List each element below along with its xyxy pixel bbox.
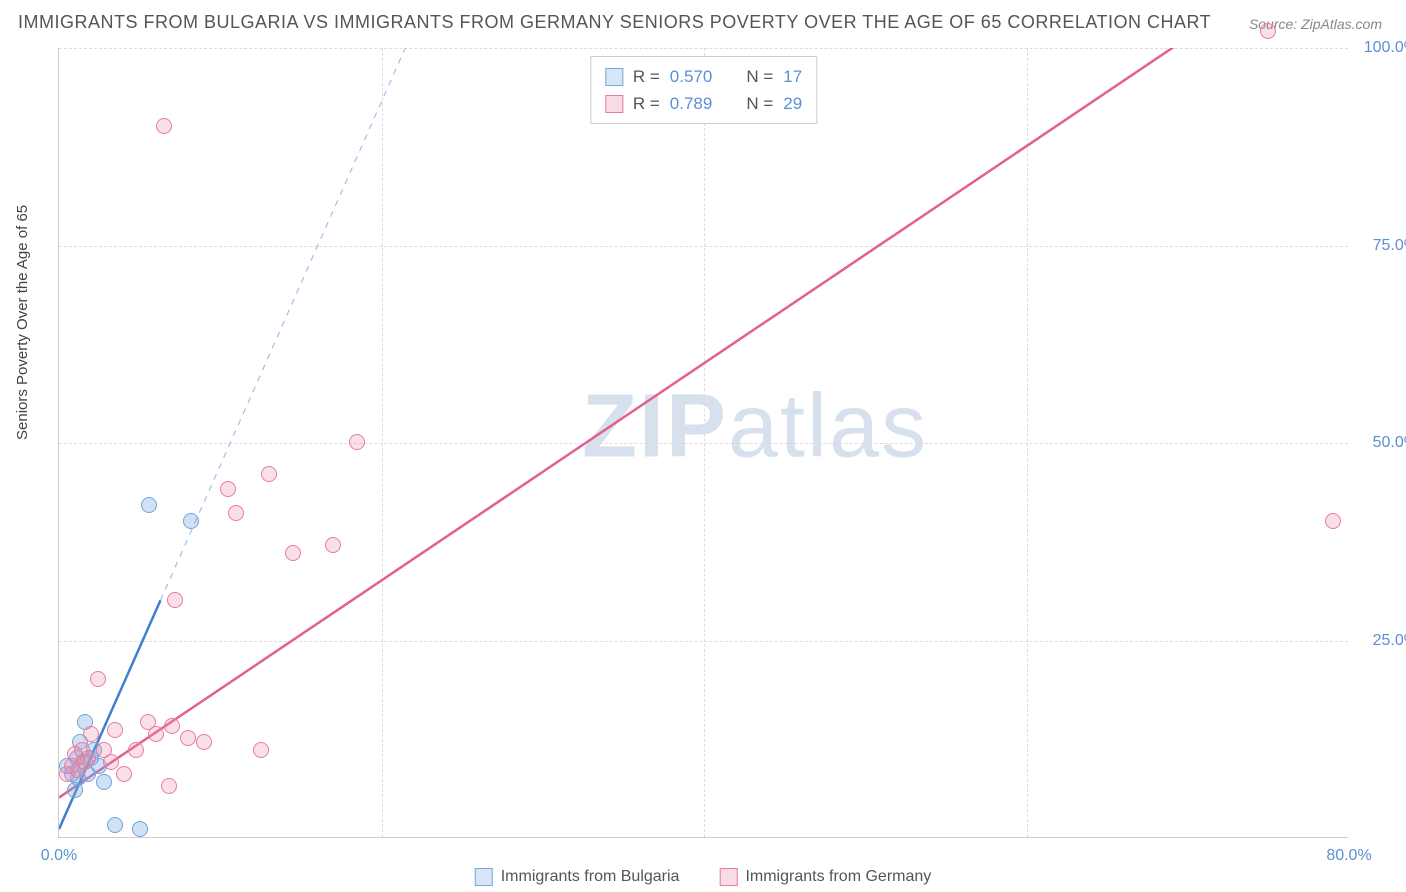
r-value-bulgaria: 0.570 [670, 63, 713, 90]
n-label: N = [746, 63, 773, 90]
chart-plot-area: ZIPatlas R = 0.570 N = 17 R = 0.789 N = … [58, 48, 1348, 838]
r-value-germany: 0.789 [670, 90, 713, 117]
y-tick-label: 100.0% [1364, 39, 1406, 57]
legend-swatch-bulgaria [605, 68, 623, 86]
data-point-germany [1260, 23, 1276, 39]
chart-title: IMMIGRANTS FROM BULGARIA VS IMMIGRANTS F… [18, 12, 1211, 33]
legend-swatch-icon [475, 868, 493, 886]
data-point-germany [90, 671, 106, 687]
data-point-germany [103, 754, 119, 770]
data-point-bulgaria [132, 821, 148, 837]
data-point-germany [228, 505, 244, 521]
data-point-bulgaria [107, 817, 123, 833]
legend-label-bulgaria: Immigrants from Bulgaria [501, 868, 680, 886]
data-point-germany [164, 718, 180, 734]
data-point-germany [80, 750, 96, 766]
n-value-germany: 29 [783, 90, 802, 117]
y-axis-label: Seniors Poverty Over the Age of 65 [14, 205, 31, 440]
x-tick-label: 0.0% [41, 847, 77, 865]
n-label: N = [746, 90, 773, 117]
data-point-germany [156, 118, 172, 134]
correlation-legend: R = 0.570 N = 17 R = 0.789 N = 29 [590, 56, 817, 124]
data-point-germany [349, 434, 365, 450]
y-tick-label: 25.0% [1373, 632, 1406, 650]
watermark-bold: ZIP [582, 376, 728, 476]
legend-item-germany: Immigrants from Germany [719, 868, 931, 886]
r-label: R = [633, 90, 660, 117]
data-point-germany [161, 778, 177, 794]
data-point-germany [325, 537, 341, 553]
watermark: ZIPatlas [582, 375, 928, 478]
data-point-germany [148, 726, 164, 742]
watermark-rest: atlas [728, 376, 928, 476]
legend-label-germany: Immigrants from Germany [745, 868, 931, 886]
x-tick-label: 80.0% [1326, 847, 1371, 865]
data-point-germany [261, 466, 277, 482]
data-point-germany [180, 730, 196, 746]
data-point-bulgaria [141, 497, 157, 513]
y-tick-label: 75.0% [1373, 237, 1406, 255]
legend-swatch-germany [605, 95, 623, 113]
data-point-germany [128, 742, 144, 758]
y-tick-label: 50.0% [1373, 434, 1406, 452]
series-legend: Immigrants from Bulgaria Immigrants from… [475, 868, 932, 886]
legend-row-germany: R = 0.789 N = 29 [605, 90, 802, 117]
data-point-bulgaria [96, 774, 112, 790]
data-point-germany [196, 734, 212, 750]
legend-swatch-icon [719, 868, 737, 886]
data-point-germany [116, 766, 132, 782]
legend-row-bulgaria: R = 0.570 N = 17 [605, 63, 802, 90]
data-point-germany [107, 722, 123, 738]
data-point-germany [220, 481, 236, 497]
data-point-germany [83, 726, 99, 742]
data-point-germany [253, 742, 269, 758]
n-value-bulgaria: 17 [783, 63, 802, 90]
data-point-bulgaria [67, 782, 83, 798]
legend-item-bulgaria: Immigrants from Bulgaria [475, 868, 680, 886]
data-point-germany [167, 592, 183, 608]
data-point-germany [1325, 513, 1341, 529]
data-point-bulgaria [183, 513, 199, 529]
data-point-germany [285, 545, 301, 561]
r-label: R = [633, 63, 660, 90]
